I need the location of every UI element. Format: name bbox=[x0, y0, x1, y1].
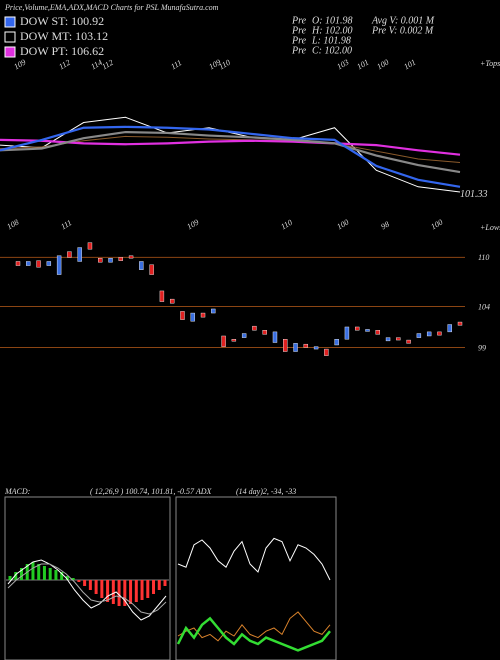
candle bbox=[396, 337, 401, 341]
candle bbox=[87, 242, 93, 250]
candle bbox=[437, 331, 442, 336]
info-value: O: 101.98 bbox=[312, 15, 353, 26]
price-line bbox=[0, 130, 461, 174]
legend-label: DOW MT: 103.12 bbox=[20, 29, 108, 43]
candle bbox=[426, 331, 432, 337]
candle bbox=[15, 261, 21, 266]
candle bbox=[56, 255, 62, 275]
legend-swatch bbox=[4, 31, 16, 43]
candle bbox=[169, 298, 175, 304]
candle bbox=[313, 346, 319, 350]
candle bbox=[36, 260, 41, 268]
candle bbox=[334, 339, 339, 346]
candle bbox=[139, 261, 144, 270]
candle bbox=[211, 308, 216, 314]
candle bbox=[303, 343, 309, 348]
candle bbox=[457, 321, 463, 326]
legend-swatch bbox=[4, 16, 16, 28]
candle bbox=[365, 329, 370, 332]
macd-panel bbox=[4, 496, 171, 660]
candle bbox=[46, 261, 52, 266]
last-price-label: 101.33 bbox=[460, 189, 488, 200]
info-label: Pre bbox=[291, 45, 307, 56]
y-tick-label: 110 bbox=[478, 253, 489, 262]
candle bbox=[128, 255, 134, 259]
info-label: Pre bbox=[291, 15, 307, 26]
candle bbox=[221, 335, 226, 347]
candle bbox=[180, 311, 185, 320]
adx-params: (14 day)2, -34, -33 bbox=[236, 487, 296, 496]
adx-line bbox=[177, 611, 331, 642]
candle bbox=[252, 325, 257, 331]
candle bbox=[149, 264, 154, 275]
candle bbox=[190, 312, 195, 322]
info-volume: Pre V: 0.002 M bbox=[371, 25, 434, 36]
info-value: L: 101.98 bbox=[311, 35, 351, 46]
candle bbox=[231, 339, 237, 342]
macd-line bbox=[7, 563, 167, 615]
macd-params: ( 12,26,9 ) 100.74, 101.81, -0.57 ADX bbox=[90, 487, 213, 496]
candle bbox=[355, 326, 360, 331]
candle bbox=[344, 326, 350, 340]
adx-panel bbox=[175, 496, 337, 660]
candle bbox=[67, 251, 72, 258]
candle bbox=[416, 333, 422, 338]
price-line bbox=[0, 138, 461, 156]
price-line bbox=[0, 125, 461, 188]
candle bbox=[108, 257, 113, 263]
candle bbox=[293, 343, 298, 352]
info-label: Pre bbox=[291, 35, 307, 46]
adx-line bbox=[177, 537, 331, 581]
macd-title: MACD: bbox=[4, 487, 31, 496]
info-label: Pre bbox=[291, 25, 307, 36]
low-label: 98 bbox=[379, 220, 390, 232]
candle bbox=[159, 290, 165, 302]
lows-label: +Lows bbox=[480, 223, 500, 232]
candle bbox=[283, 339, 288, 352]
candle bbox=[118, 257, 123, 261]
price-line bbox=[0, 135, 461, 163]
candle bbox=[385, 337, 391, 342]
candle bbox=[98, 257, 103, 263]
candle bbox=[406, 339, 411, 344]
candle bbox=[262, 330, 267, 335]
macd-line bbox=[7, 559, 167, 621]
candle bbox=[447, 324, 452, 333]
y-tick-label: 104 bbox=[478, 302, 490, 311]
candle bbox=[200, 312, 206, 318]
candle bbox=[77, 247, 82, 262]
legend-label: DOW ST: 100.92 bbox=[20, 14, 104, 28]
info-value: H: 102.00 bbox=[311, 25, 353, 36]
adx-line bbox=[176, 616, 331, 652]
candle bbox=[375, 330, 380, 335]
legend-label: DOW PT: 106.62 bbox=[20, 44, 104, 58]
info-volume: Avg V: 0.001 M bbox=[371, 15, 435, 26]
page-title: Price,Volume,EMA,ADX,MACD Charts for PSL… bbox=[4, 3, 219, 12]
candle bbox=[324, 348, 329, 356]
candle bbox=[272, 331, 278, 343]
legend-swatch bbox=[4, 46, 16, 58]
candle bbox=[26, 261, 31, 266]
tops-label: +Tops bbox=[480, 59, 500, 68]
info-value: C: 102.00 bbox=[312, 45, 352, 56]
y-tick-label: 99 bbox=[478, 343, 486, 352]
candle bbox=[241, 333, 247, 338]
